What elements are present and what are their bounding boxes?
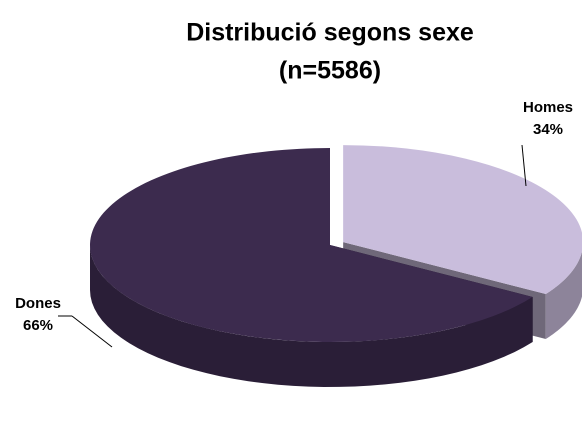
slice-side [545,251,582,340]
chart-title: Distribució segons sexe [186,19,474,47]
chart-subtitle: (n=5586) [279,57,381,85]
slice [89,148,533,342]
leader-line [521,144,527,187]
data-label-value: 34% [533,121,563,138]
pie [89,145,582,387]
data-label-name: Homes [523,99,573,116]
leader-line [71,315,113,348]
slice-side [90,245,533,387]
data-label-name: Dones [15,295,61,312]
data-label-value: 66% [23,317,53,334]
slice [343,145,582,295]
